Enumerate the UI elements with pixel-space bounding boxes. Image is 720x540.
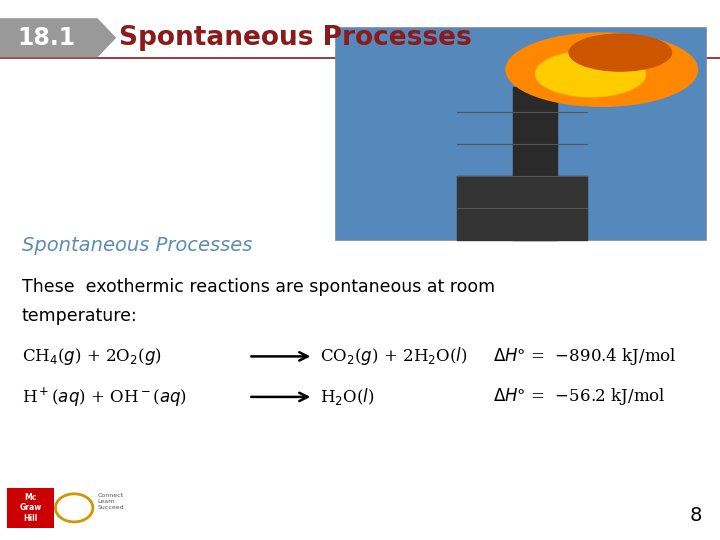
Text: 18.1: 18.1 [18, 26, 76, 50]
Text: CO$_2$($g$) + 2H$_2$O($l$): CO$_2$($g$) + 2H$_2$O($l$) [320, 346, 468, 367]
Text: Spontaneous Processes: Spontaneous Processes [119, 25, 472, 51]
Text: CH$_4$($g$) + 2O$_2$($g$): CH$_4$($g$) + 2O$_2$($g$) [22, 346, 161, 367]
Text: Spontaneous Processes: Spontaneous Processes [22, 236, 252, 255]
Text: $\Delta H$° =  −890.4 kJ/mol: $\Delta H$° = −890.4 kJ/mol [493, 346, 677, 367]
Text: H$_2$O($l$): H$_2$O($l$) [320, 387, 375, 407]
Bar [335, 27, 706, 240]
Text: Mc
Graw
Hill: Mc Graw Hill [19, 493, 42, 523]
Text: Connect
Learn
Succeed: Connect Learn Succeed [97, 493, 124, 510]
Text: $\Delta H$° =  −56.2 kJ/mol: $\Delta H$° = −56.2 kJ/mol [493, 387, 666, 407]
Ellipse shape [505, 32, 698, 107]
Ellipse shape [568, 33, 672, 72]
Text: 8: 8 [690, 506, 702, 525]
Text: H$^+$($aq$) + OH$^-$($aq$): H$^+$($aq$) + OH$^-$($aq$) [22, 385, 186, 409]
Ellipse shape [535, 50, 647, 97]
Polygon shape [0, 19, 115, 57]
Bar [7, 488, 54, 528]
Text: These  exothermic reactions are spontaneous at room: These exothermic reactions are spontaneo… [22, 278, 495, 296]
Text: temperature:: temperature: [22, 307, 138, 325]
